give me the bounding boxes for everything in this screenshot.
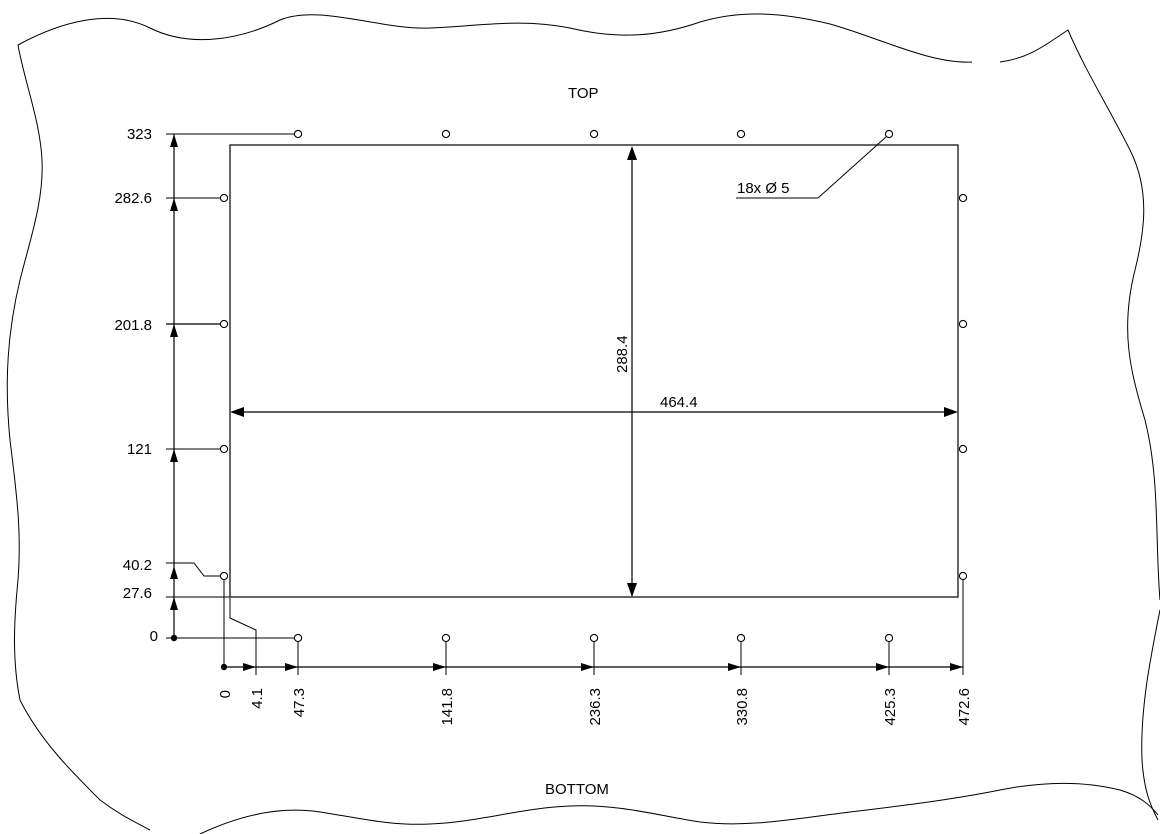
sheet-break-border xyxy=(6,13,1160,834)
hole xyxy=(958,444,968,454)
horizontal-dim-label: 472.6 xyxy=(956,688,973,726)
origin-point xyxy=(170,634,178,642)
hole-callout: 18x Ø 5 xyxy=(736,136,887,199)
top-label: TOP xyxy=(568,85,599,102)
overall-height-dimension: 288.4 xyxy=(614,146,637,597)
hole xyxy=(958,193,968,203)
panel-outline xyxy=(229,144,959,598)
overall-width-value: 464.4 xyxy=(660,394,698,411)
horizontal-dim-label: 0 xyxy=(217,690,234,698)
horizontal-dim-label: 425.3 xyxy=(882,688,899,726)
hole xyxy=(219,444,229,454)
hole xyxy=(884,633,894,643)
hole xyxy=(736,129,746,139)
horizontal-dim-label: 141.8 xyxy=(439,688,456,726)
mounting-holes xyxy=(219,129,968,643)
horizontal-dim-label: 4.1 xyxy=(249,688,266,709)
overall-width-dimension: 464.4 xyxy=(230,394,958,417)
hole-callout-text: 18x Ø 5 xyxy=(737,180,790,197)
overall-height-value: 288.4 xyxy=(614,335,631,373)
horizontal-dimension-chain: 0 4.1 47.3 141.8 236.3 330.8 425.3 472.6 xyxy=(217,580,973,726)
hole xyxy=(736,633,746,643)
hole xyxy=(884,129,894,139)
hole xyxy=(219,571,229,581)
vertical-dim-label: 27.6 xyxy=(123,585,152,602)
hole xyxy=(589,129,599,139)
vertical-dim-label: 0 xyxy=(150,628,158,645)
vertical-dim-label: 121 xyxy=(127,441,152,458)
vertical-dim-label: 282.6 xyxy=(114,190,152,207)
hole xyxy=(219,193,229,203)
hole xyxy=(958,571,968,581)
vertical-dim-label: 323 xyxy=(127,126,152,143)
horizontal-dim-label: 47.3 xyxy=(291,688,308,717)
hole xyxy=(958,319,968,329)
hole xyxy=(441,633,451,643)
hole xyxy=(589,633,599,643)
vertical-dim-label: 40.2 xyxy=(123,557,152,574)
horizontal-dim-label: 330.8 xyxy=(734,688,751,726)
hole xyxy=(293,129,303,139)
horizontal-dim-label: 236.3 xyxy=(587,688,604,726)
hole xyxy=(219,319,229,329)
hole xyxy=(441,129,451,139)
vertical-dimension-chain: 323 282.6 201.8 121 40.2 27.6 0 xyxy=(114,126,294,645)
hole xyxy=(293,633,303,643)
vertical-dim-label: 201.8 xyxy=(114,317,152,334)
bottom-label: BOTTOM xyxy=(545,781,609,798)
